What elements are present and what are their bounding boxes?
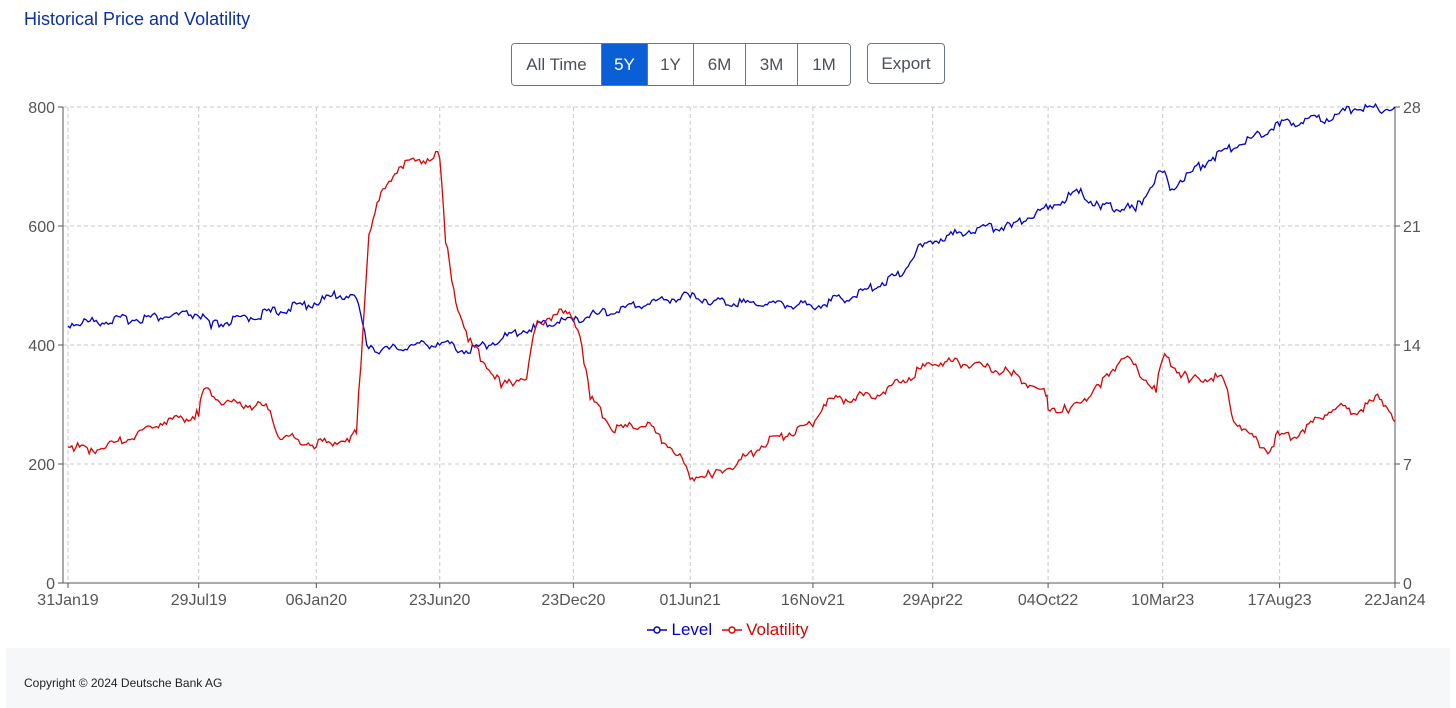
y-left-tick-label: 200 — [28, 457, 55, 474]
x-tick-label: 16Nov21 — [781, 592, 845, 609]
series-line-volatility — [67, 150, 1396, 483]
range-button-1m[interactable]: 1M — [798, 44, 850, 85]
series-line-level — [67, 102, 1396, 355]
range-button-5y[interactable]: 5Y — [602, 44, 648, 85]
y-left-tick-label: 600 — [28, 219, 55, 236]
x-tick-label: 22Jan24 — [1364, 592, 1425, 609]
x-tick-label: 31Jan19 — [37, 592, 98, 609]
range-button-group: All Time 5Y 1Y 6M 3M 1M — [511, 43, 851, 86]
y-right-tick-label: 21 — [1403, 219, 1421, 236]
x-tick-label: 01Jun21 — [660, 592, 721, 609]
y-right-tick-label: 7 — [1403, 457, 1412, 474]
y-left-tick-label: 0 — [46, 576, 55, 593]
y-right-tick-label: 28 — [1403, 100, 1421, 117]
copyright-text: Copyright © 2024 Deutsche Bank AG — [24, 676, 223, 690]
x-tick-label: 23Dec20 — [541, 592, 605, 609]
y-right-tick-label: 14 — [1403, 338, 1421, 355]
legend-label-volatility: Volatility — [746, 620, 809, 639]
page-title: Historical Price and Volatility — [24, 9, 251, 29]
x-tick-label: 23Jun20 — [409, 592, 470, 609]
x-tick-label: 10Mar23 — [1131, 592, 1194, 609]
legend-item-volatility[interactable]: Volatility — [722, 620, 809, 640]
range-button-3m[interactable]: 3M — [746, 44, 798, 85]
y-left-tick-label: 400 — [28, 338, 55, 355]
volatility-legend-marker-icon — [722, 626, 743, 634]
x-tick-label: 29Jul19 — [171, 592, 227, 609]
x-tick-label: 04Oct22 — [1018, 592, 1079, 609]
legend-label-level: Level — [671, 620, 713, 639]
level-legend-marker-icon — [647, 626, 668, 634]
x-tick-label: 06Jan20 — [286, 592, 347, 609]
range-button-all-time[interactable]: All Time — [512, 44, 602, 85]
range-button-6m[interactable]: 6M — [694, 44, 746, 85]
chart-legend: Level Volatility — [0, 620, 1456, 640]
x-tick-label: 29Apr22 — [902, 592, 963, 609]
footer: Copyright © 2024 Deutsche Bank AG — [6, 648, 1450, 708]
export-button[interactable]: Export — [867, 43, 945, 84]
y-right-tick-label: 0 — [1403, 576, 1412, 593]
y-left-tick-label: 800 — [28, 100, 55, 117]
range-button-1y[interactable]: 1Y — [648, 44, 694, 85]
legend-item-level[interactable]: Level — [647, 620, 712, 640]
x-tick-label: 17Aug23 — [1248, 592, 1312, 609]
price-volatility-chart: 0 200 400 600 800 0 7 14 21 28 31Jan19 29Jul19 06Jan… — [28, 100, 1426, 609]
